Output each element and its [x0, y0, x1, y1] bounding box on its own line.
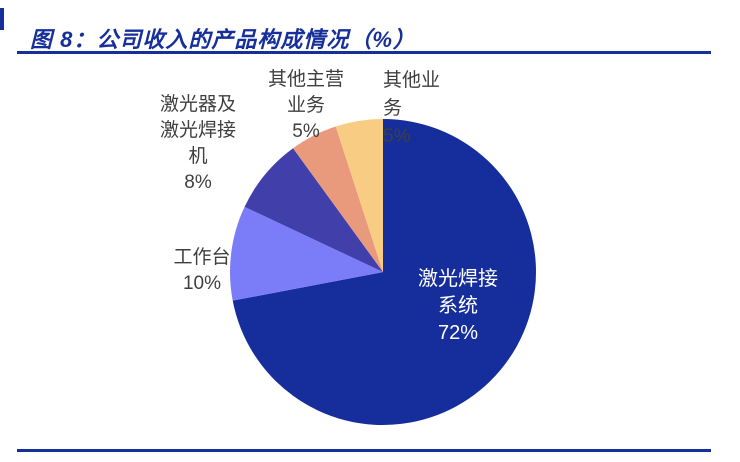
left-border-mark [0, 8, 4, 30]
figure-title: 图 8：公司收入的产品构成情况（%） [30, 27, 416, 52]
slice-label-workbench: 工作台 10% [173, 247, 231, 294]
pie-slice-其他业务 [335, 119, 383, 272]
bottom-rule [17, 449, 711, 452]
pie-slice-激光焊接系统 [232, 119, 536, 425]
slice-label-other-main-business: 其他主营 业务 5% [267, 69, 345, 142]
pie-slice-其他主营业务 [293, 126, 383, 273]
title-underline [17, 51, 711, 54]
slice-label-other-business: 其他业 务 5% [383, 70, 441, 147]
slice-label-lasers-and-welding-machines: 激光器及 激光焊接 机 8% [159, 94, 237, 193]
pie-slice-工作台 [230, 206, 383, 301]
pie-slice-激光器及激光焊接机 [244, 148, 383, 272]
slice-label-laser-welding-systems: 激光焊接 系统 72% [418, 268, 498, 344]
